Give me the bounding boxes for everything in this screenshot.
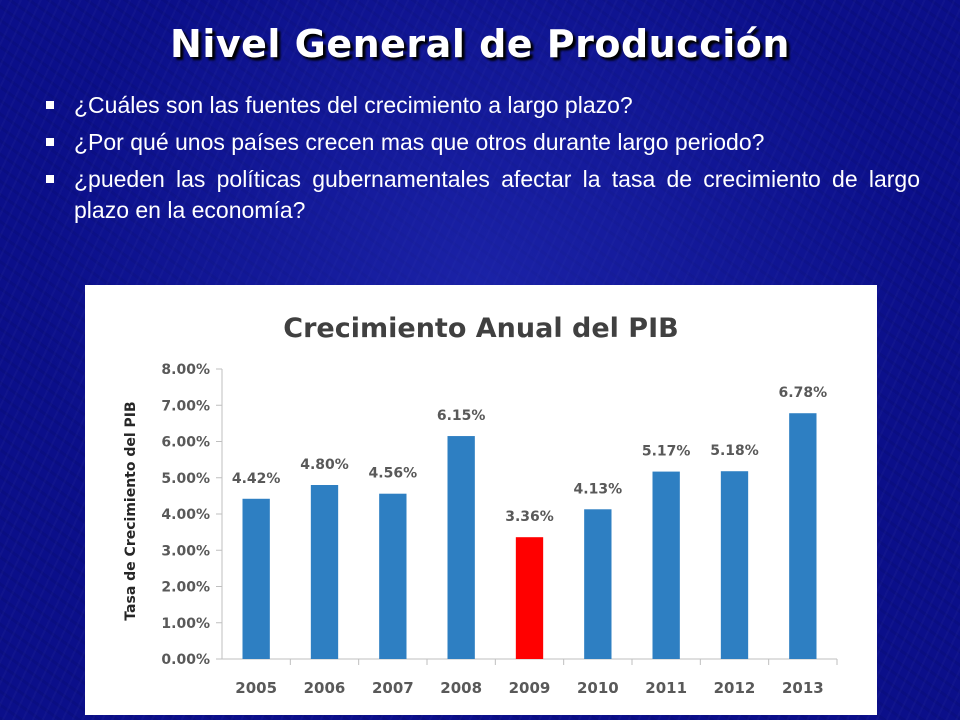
bullet-list: ¿Cuáles son las fuentes del crecimiento … bbox=[44, 90, 920, 232]
x-tick-label-2009: 2009 bbox=[509, 679, 551, 697]
y-tick-label: 2.00% bbox=[161, 580, 210, 596]
y-tick-label: 6.00% bbox=[161, 435, 210, 451]
chart-panel: Crecimiento Anual del PIB Tasa de Crecim… bbox=[85, 285, 877, 715]
bar-2006 bbox=[310, 485, 339, 659]
x-tick-label-2010: 2010 bbox=[577, 679, 619, 697]
y-tick-label: 7.00% bbox=[161, 398, 210, 414]
square-bullet-icon bbox=[46, 101, 54, 109]
data-label-2008: 6.15% bbox=[437, 408, 486, 424]
bullet-item: ¿Por qué unos países crecen mas que otro… bbox=[44, 127, 920, 158]
chart-title: Crecimiento Anual del PIB bbox=[283, 313, 678, 344]
y-tick-label: 3.00% bbox=[161, 543, 210, 559]
data-label-2007: 4.56% bbox=[369, 466, 418, 482]
bar-2012 bbox=[720, 471, 749, 659]
x-tick-label-2005: 2005 bbox=[235, 679, 277, 697]
x-tick-label-2011: 2011 bbox=[645, 679, 687, 697]
bar-2009 bbox=[515, 537, 544, 659]
bar-chart: Crecimiento Anual del PIB Tasa de Crecim… bbox=[123, 313, 838, 697]
data-label-2005: 4.42% bbox=[232, 471, 281, 487]
data-label-2010: 4.13% bbox=[574, 481, 623, 497]
bar-2013 bbox=[789, 413, 817, 659]
y-tick-label: 4.00% bbox=[161, 507, 210, 523]
x-tick-label-2006: 2006 bbox=[304, 679, 346, 697]
slide-title: Nivel General de Producción bbox=[170, 22, 790, 66]
bullet-item: ¿Cuáles son las fuentes del crecimiento … bbox=[44, 90, 920, 121]
bullet-item: ¿pueden las políticas gubernamentales af… bbox=[44, 164, 920, 226]
x-tick-label-2008: 2008 bbox=[440, 679, 482, 697]
y-tick-label: 1.00% bbox=[161, 616, 210, 632]
bullet-text: ¿Por qué unos países crecen mas que otro… bbox=[74, 129, 765, 155]
bar-2011 bbox=[652, 471, 680, 659]
data-label-2006: 4.80% bbox=[300, 457, 349, 473]
data-label-2013: 6.78% bbox=[779, 385, 828, 401]
bullet-text: ¿pueden las políticas gubernamentales af… bbox=[74, 166, 920, 223]
x-tick-label-2013: 2013 bbox=[782, 679, 824, 697]
data-label-2009: 3.36% bbox=[505, 509, 554, 525]
bar-2010 bbox=[584, 509, 612, 659]
y-tick-label: 5.00% bbox=[161, 471, 210, 487]
square-bullet-icon bbox=[46, 175, 54, 183]
data-label-2011: 5.17% bbox=[642, 444, 691, 460]
y-tick-label: 8.00% bbox=[161, 362, 210, 378]
bullet-text: ¿Cuáles son las fuentes del crecimiento … bbox=[74, 92, 633, 118]
plot-area: 0.00% 1.00% 2.00% 3.00% 4.00% 5.00% 6.00% 7.00%… bbox=[161, 362, 838, 697]
bar-2008 bbox=[447, 436, 475, 659]
y-tick-label: 0.00% bbox=[161, 652, 210, 668]
data-label-2012: 5.18% bbox=[710, 443, 759, 459]
x-tick-label-2007: 2007 bbox=[372, 679, 414, 697]
square-bullet-icon bbox=[46, 138, 54, 146]
x-tick-label-2012: 2012 bbox=[714, 679, 756, 697]
bar-2005 bbox=[242, 498, 270, 659]
bar-2007 bbox=[379, 493, 407, 659]
y-axis-title: Tasa de Crecimiento del PIB bbox=[123, 401, 139, 620]
